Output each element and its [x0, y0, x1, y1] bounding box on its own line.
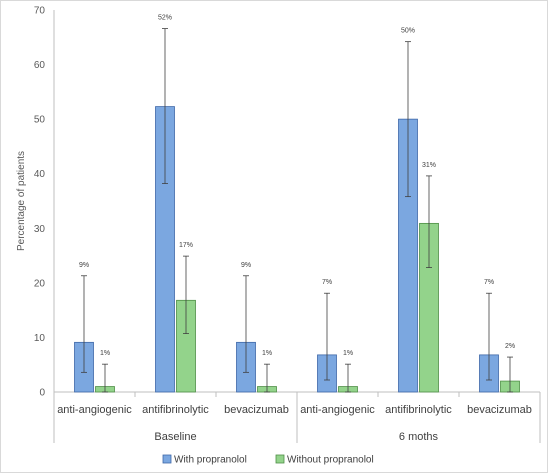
legend-swatch	[162, 454, 172, 464]
group-label: Baseline	[154, 431, 196, 443]
category-label: bevacizumab	[224, 404, 289, 416]
data-label: 1%	[343, 350, 353, 357]
data-label: 7%	[322, 279, 332, 286]
data-label: 7%	[484, 279, 494, 286]
legend-label: Without propranolol	[287, 455, 374, 466]
y-axis-title: Percentage of patients	[16, 151, 27, 251]
y-tick-label: 60	[34, 60, 46, 71]
data-label: 1%	[100, 350, 110, 357]
legend-label: With propranolol	[174, 455, 247, 466]
y-tick-label: 50	[34, 115, 46, 126]
category-label: antifibrinolytic	[142, 404, 209, 416]
y-tick-label: 10	[34, 333, 46, 344]
data-label: 17%	[179, 242, 193, 249]
category-label: bevacizumab	[467, 404, 532, 416]
y-tick-label: 30	[34, 224, 46, 235]
legend-swatch	[275, 454, 285, 464]
data-label: 52%	[158, 15, 172, 22]
data-label: 9%	[79, 262, 89, 269]
category-label: antifibrinolytic	[385, 404, 452, 416]
data-label: 50%	[401, 28, 415, 35]
data-label: 9%	[241, 262, 251, 269]
y-tick-label: 70	[34, 6, 46, 17]
y-tick-label: 20	[34, 278, 46, 289]
y-tick-label: 40	[34, 169, 46, 180]
data-label: 2%	[505, 343, 515, 350]
category-label: anti-angiogenic	[57, 404, 132, 416]
category-label: anti-angiogenic	[300, 404, 375, 416]
data-label: 1%	[262, 350, 272, 357]
data-label: 31%	[422, 162, 436, 169]
group-label: 6 moths	[399, 431, 439, 443]
y-tick-label: 0	[39, 388, 45, 399]
